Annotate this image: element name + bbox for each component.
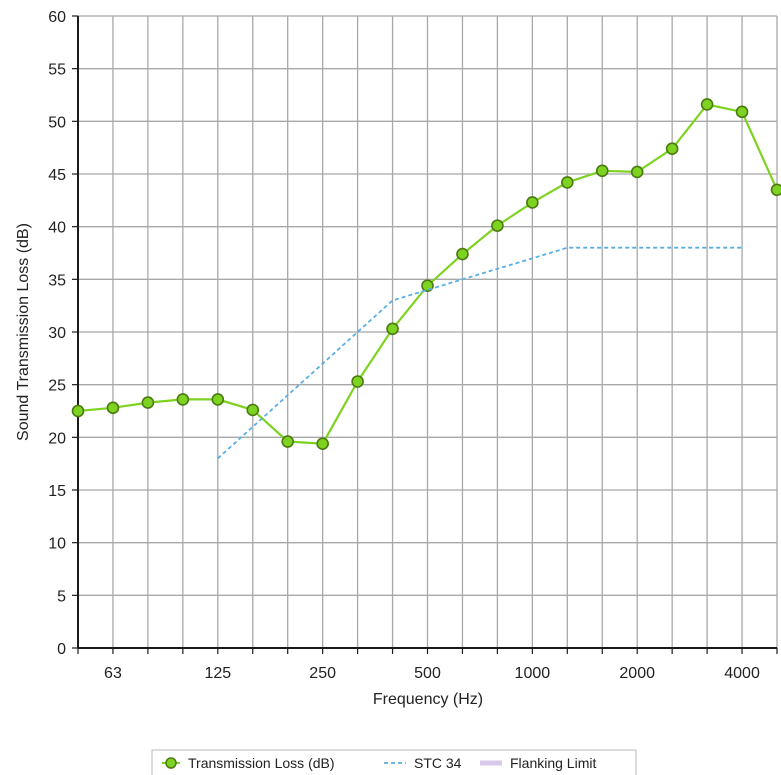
legend-label-flanking: Flanking Limit [510, 755, 596, 771]
y-tick-label: 40 [48, 220, 66, 237]
series [71, 98, 781, 460]
y-tick-label: 20 [48, 430, 66, 447]
x-tick-label: 125 [204, 665, 231, 682]
y-tick-labels: 0 5 10 15 20 25 30 35 40 45 50 55 60 [48, 9, 66, 658]
y-tick-label: 15 [48, 483, 66, 500]
y-tick-label: 35 [48, 272, 66, 289]
stc-34-line [217, 246, 743, 460]
legend-label-transmission-loss: Transmission Loss (dB) [188, 755, 335, 771]
transmission-loss-point [770, 183, 781, 197]
y-tick-label: 60 [48, 9, 66, 26]
x-tick-label: 2000 [619, 665, 655, 682]
legend: Transmission Loss (dB) STC 34 Flanking Lim… [151, 749, 637, 775]
y-tick-label: 45 [48, 167, 66, 184]
transmission-loss-point [386, 322, 399, 336]
transmission-loss-point [456, 247, 469, 261]
y-axis-title: Sound Transmission Loss (dB) [15, 223, 32, 441]
y-tick-label: 10 [48, 536, 66, 553]
x-tick-label: 63 [104, 665, 122, 682]
transmission-loss-point [351, 375, 364, 388]
y-tick-label: 55 [48, 62, 66, 79]
y-tick-label: 50 [48, 114, 66, 131]
transmission-loss-point [700, 98, 714, 111]
transmission-loss-point [595, 164, 609, 178]
transmission-loss-point [630, 165, 644, 179]
transmission-loss-point [71, 404, 85, 418]
transmission-loss-point [211, 393, 225, 406]
x-tick-label: 1000 [515, 665, 551, 682]
transmission-loss-point [491, 219, 504, 232]
transmission-loss-point [316, 437, 329, 450]
legend-marker-transmission-loss [165, 757, 177, 769]
x-tick-label: 250 [309, 665, 336, 682]
transmission-loss-point [141, 396, 155, 409]
grid [77, 15, 778, 649]
x-axis-title: Frequency (Hz) [373, 691, 483, 708]
x-tick-label: 4000 [724, 665, 760, 682]
y-tick-label: 5 [57, 588, 66, 605]
transmission-loss-point [106, 401, 120, 415]
axes [72, 15, 778, 654]
y-tick-label: 25 [48, 378, 66, 395]
x-tick-label: 500 [414, 665, 441, 682]
transmission-loss-point [560, 176, 574, 189]
transmission-loss-point [246, 403, 260, 417]
x-tick-labels: 63 125 250 500 1000 2000 4000 [104, 665, 760, 682]
transmission-loss-point [176, 393, 190, 406]
y-tick-label: 30 [48, 325, 66, 342]
transmission-loss-point [735, 105, 749, 119]
transmission-loss-point [281, 435, 295, 448]
legend-label-stc: STC 34 [414, 755, 462, 771]
transmission-loss-point [526, 196, 539, 209]
y-tick-label: 0 [57, 641, 66, 658]
transmission-loss-point [665, 142, 679, 156]
